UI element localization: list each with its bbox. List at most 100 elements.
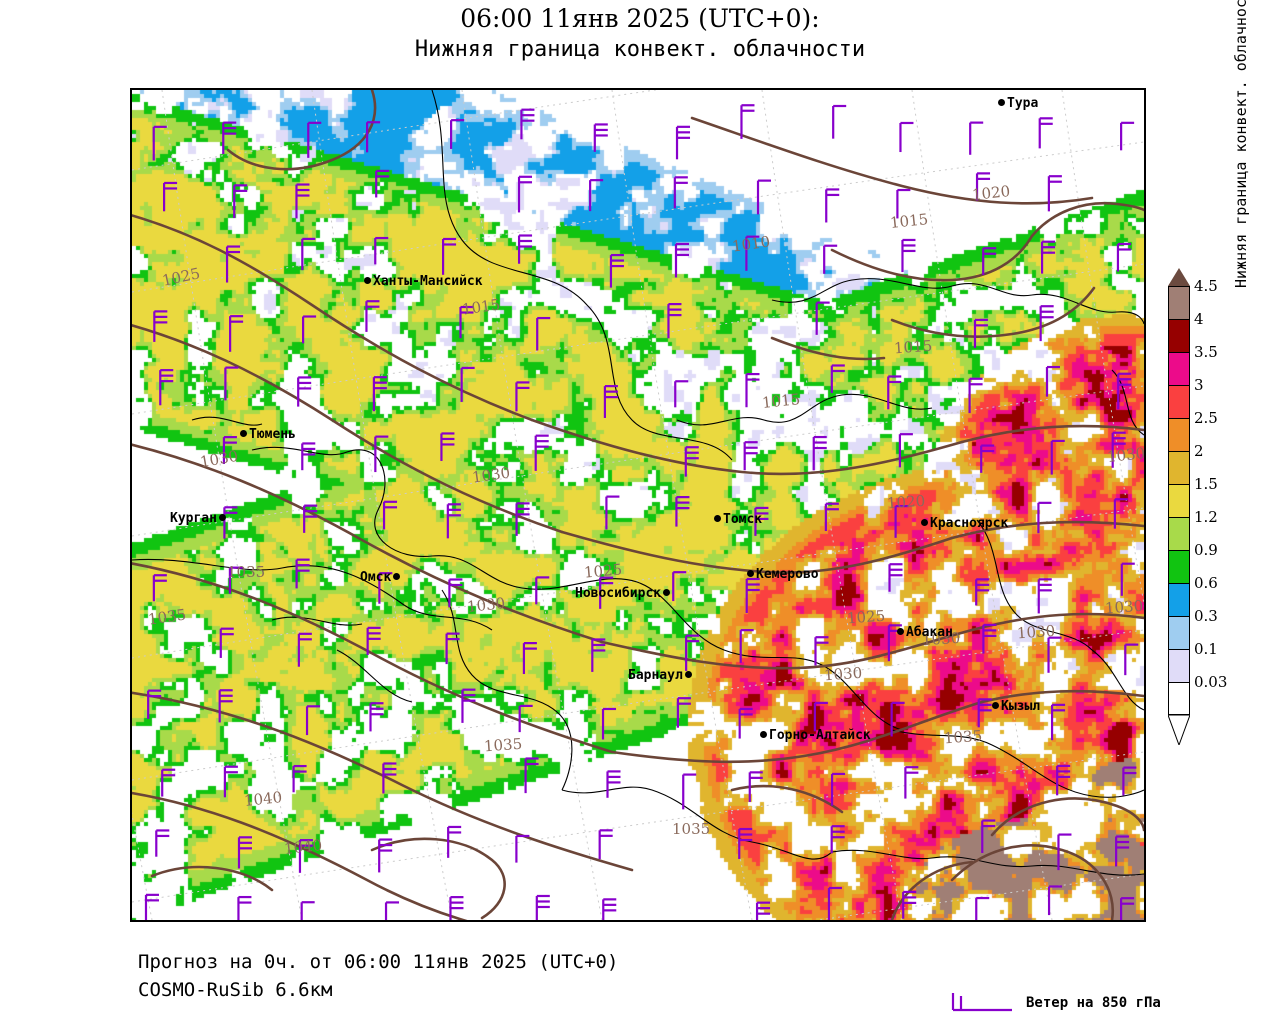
wind-barb xyxy=(292,764,307,793)
wind-barb xyxy=(1050,439,1065,475)
wind-barb xyxy=(1113,498,1128,529)
wind-barb xyxy=(223,765,238,798)
wind-barb xyxy=(233,184,248,219)
wind-barb xyxy=(969,121,984,155)
model-info: COSMO-RuSib 6.6км xyxy=(138,979,333,1001)
isobars xyxy=(132,90,1144,920)
city-name: Курган xyxy=(170,511,217,526)
region-boundaries xyxy=(132,90,1144,876)
colorbar-band xyxy=(1168,352,1190,385)
wind-barb xyxy=(1050,703,1066,741)
wind-barb xyxy=(378,572,393,604)
wind-barb xyxy=(745,235,760,271)
wind-barb xyxy=(1111,431,1126,468)
wind-barb xyxy=(1056,764,1071,796)
wind-barb xyxy=(755,901,771,920)
colorbar-bands xyxy=(1168,286,1190,715)
wind-barb xyxy=(144,893,159,920)
wind-barb xyxy=(815,301,830,335)
wind-barb xyxy=(899,121,914,153)
wind-barb xyxy=(1057,833,1072,871)
wind-barb xyxy=(302,315,317,344)
wind-barb xyxy=(898,433,913,468)
colorbar-tick: 0.3 xyxy=(1194,607,1218,625)
wind-barb xyxy=(374,435,389,473)
wind-barb xyxy=(902,890,917,919)
wind-barb xyxy=(297,632,312,667)
isobar-label: 1020 xyxy=(886,491,926,513)
colorbar: 4.5 4 3.5 3 2.5 2 1.5 1.2 0.9 0.6 0.3 0.1 0.03 xyxy=(1160,262,1280,782)
wind-barb xyxy=(896,188,911,219)
wind-barb xyxy=(814,636,829,666)
colorbar-tick: 0.1 xyxy=(1194,640,1218,658)
colorbar-tick: 0.03 xyxy=(1194,673,1228,691)
colorbar-band xyxy=(1168,484,1190,517)
wind-barb xyxy=(591,638,606,672)
wind-barb xyxy=(515,502,530,536)
city-name: Тура xyxy=(1007,96,1039,111)
colorbar-band xyxy=(1168,319,1190,352)
wind-barb xyxy=(441,237,457,275)
city-dot xyxy=(240,430,247,437)
weather-map[interactable]: Тура Ханты-Мансийск Тюмень Курган Омск Томск К… xyxy=(130,88,1146,922)
wind-barb xyxy=(1039,305,1054,342)
wind-barb xyxy=(605,495,620,530)
wind-barb xyxy=(222,121,237,155)
wind-barb xyxy=(372,376,387,412)
wind-barb xyxy=(524,757,539,794)
forecast-info: Прогноз на 0ч. от 06:00 11янв 2025 (UTC+… xyxy=(138,951,619,973)
colorbar-band xyxy=(1168,616,1190,649)
city-name: Барнаул xyxy=(628,668,683,683)
wind-barb xyxy=(375,169,390,198)
wind-barb xyxy=(518,704,533,733)
wind-barb xyxy=(674,242,689,278)
wind-barb xyxy=(298,839,313,873)
city-dot xyxy=(921,519,928,526)
colorbar-tick: 4.5 xyxy=(1194,277,1218,295)
colorbar-band xyxy=(1168,286,1190,319)
wind-barb xyxy=(369,702,384,732)
wind-barb xyxy=(673,176,688,209)
wind-barb xyxy=(830,825,845,854)
graticule xyxy=(132,90,1144,920)
wind-barb xyxy=(447,825,462,858)
wind-barb xyxy=(1122,766,1137,796)
wind-barb xyxy=(307,121,322,158)
wind-barb xyxy=(237,895,252,920)
wind-legend-label: Ветер на 850 гПа xyxy=(1026,995,1161,1011)
wind-barb xyxy=(745,577,760,614)
wind-barb xyxy=(155,829,170,857)
wind-barb xyxy=(218,689,233,723)
wind-barb xyxy=(1045,365,1060,397)
wind-barb xyxy=(975,172,991,201)
wind-barb xyxy=(162,181,178,212)
colorbar-tick: 1.5 xyxy=(1194,475,1218,493)
wind-barb xyxy=(599,576,614,609)
wind-barb xyxy=(1120,562,1135,596)
wind-barb xyxy=(1120,897,1135,920)
wind-barb xyxy=(1038,117,1053,149)
wind-barb xyxy=(1047,175,1062,212)
wind-barb xyxy=(824,502,839,532)
wind-barb xyxy=(754,506,769,536)
city-label: Барнаул xyxy=(628,669,692,682)
wind-barb xyxy=(374,236,389,265)
wind-barb xyxy=(593,123,608,152)
wind-barb xyxy=(224,366,239,401)
wind-barb xyxy=(832,104,847,139)
wind-barb xyxy=(152,574,167,602)
wind-barb xyxy=(672,571,687,602)
colorbar-tick: 2 xyxy=(1194,442,1204,460)
isobar-label: 1030 xyxy=(1016,621,1056,643)
wind-barb xyxy=(517,175,533,213)
colorbar-tick: 0.9 xyxy=(1194,541,1218,559)
city-name: Красноярск xyxy=(930,516,1009,531)
city-name: Горно-Алтайск xyxy=(769,728,871,743)
wind-barb xyxy=(738,827,753,859)
colorbar-axis-title: Нижняя граница конвект. облачности, км xyxy=(1232,0,1250,288)
wind-legend: Ветер на 850 гПа xyxy=(950,990,1161,1016)
wind-barb xyxy=(536,316,551,351)
wind-barb xyxy=(300,901,315,920)
page-title: 06:00 11янв 2025 (UTC+0): Нижняя граница… xyxy=(0,4,1280,66)
wind-barb-icon xyxy=(951,993,1012,1012)
